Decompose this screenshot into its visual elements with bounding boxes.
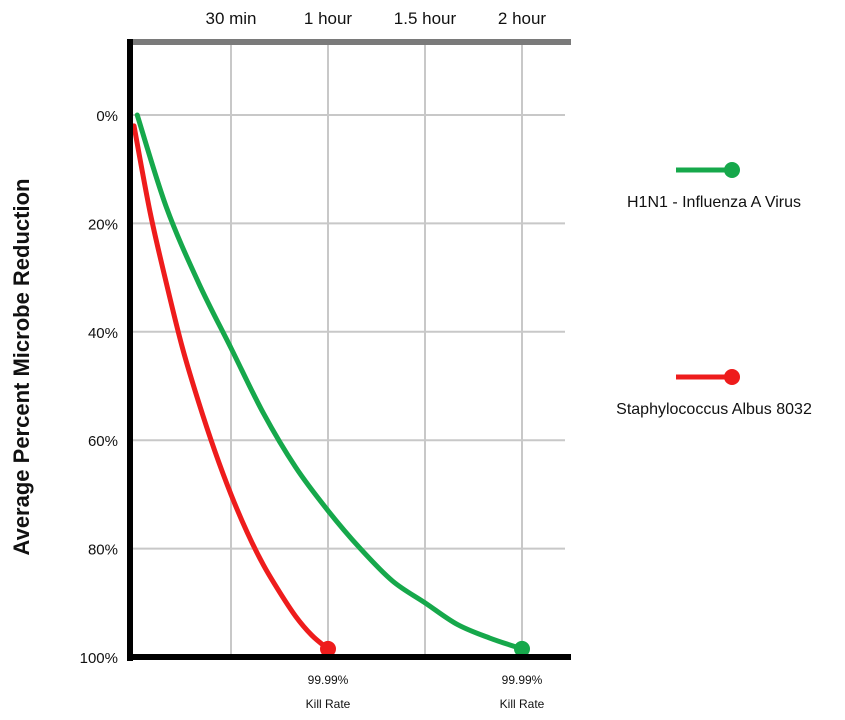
x-tick-label: 2 hour	[498, 9, 547, 28]
series-layer	[131, 112, 530, 657]
series-end-point-0	[514, 640, 530, 657]
legend-swatch-dot	[724, 162, 740, 178]
series-end-point-1	[320, 640, 336, 657]
series-line-0	[134, 112, 525, 652]
end-label-caption: Kill Rate	[306, 697, 351, 711]
axes	[127, 39, 571, 661]
legend-label: H1N1 - Influenza A Virus	[627, 194, 801, 211]
y-tick-label: 100%	[80, 650, 118, 667]
legend-swatch-dot	[724, 369, 740, 385]
y-tick-label: 80%	[88, 542, 118, 559]
legend: H1N1 - Influenza A Virus Staphylococcus A…	[616, 162, 812, 418]
series-line-1	[131, 123, 331, 652]
end-label-caption: Kill Rate	[500, 697, 545, 711]
grid	[130, 42, 565, 657]
labels: 30 min 1 hour 1.5 hour 2 hour 0% 20% 40% 60% 80%…	[9, 9, 546, 711]
x-tick-label: 1 hour	[304, 9, 353, 28]
end-label-value: 99.99%	[308, 673, 349, 687]
y-tick-label: 60%	[88, 433, 118, 450]
end-label-value: 99.99%	[502, 673, 543, 687]
y-tick-label: 40%	[88, 325, 118, 342]
x-tick-label: 1.5 hour	[394, 9, 457, 28]
legend-label: Staphylococcus Albus 8032	[616, 401, 812, 418]
y-tick-label: 20%	[88, 216, 118, 233]
x-tick-label: 30 min	[205, 9, 256, 28]
y-axis-label: Average Percent Microbe Reduction	[9, 179, 34, 556]
y-tick-label: 0%	[96, 108, 118, 125]
